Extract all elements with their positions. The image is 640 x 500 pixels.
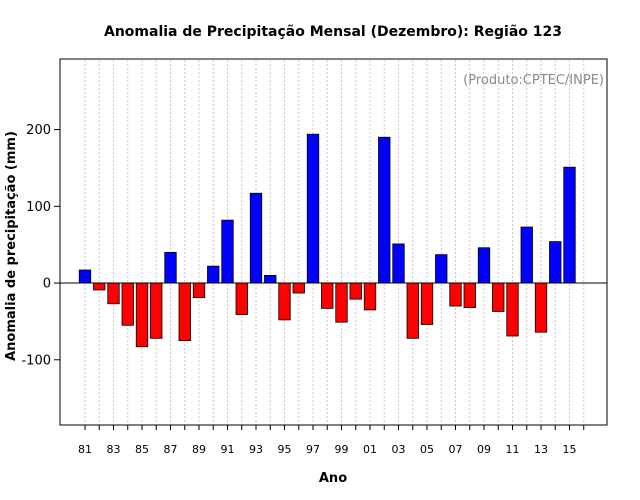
bar-03 bbox=[392, 243, 405, 284]
y-tick-label: 100 bbox=[26, 200, 51, 215]
bar-90 bbox=[207, 265, 220, 284]
bar-15 bbox=[563, 166, 576, 284]
bar-01 bbox=[363, 282, 377, 311]
bar-13 bbox=[534, 282, 548, 333]
x-axis: 81 83 85 87 89 91 93 95 97 99 01 03 05 07 09 11 13 15 bbox=[78, 425, 585, 456]
x-tick-label: 15 bbox=[563, 443, 577, 456]
bar-02 bbox=[378, 136, 391, 284]
bar-97 bbox=[306, 133, 320, 284]
bar-08 bbox=[463, 282, 476, 309]
x-tick-label: 91 bbox=[221, 443, 235, 456]
bar-82 bbox=[93, 282, 106, 291]
bar-84 bbox=[121, 282, 134, 326]
x-tick-label: 87 bbox=[164, 443, 178, 456]
bar-95 bbox=[278, 282, 291, 321]
bar-93 bbox=[249, 192, 263, 284]
bar-00 bbox=[349, 282, 362, 300]
x-tick-label: 97 bbox=[306, 443, 320, 456]
bar-06 bbox=[435, 254, 448, 284]
x-tick-label: 07 bbox=[449, 443, 463, 456]
x-tick-label: 89 bbox=[192, 443, 206, 456]
bar-04 bbox=[406, 282, 419, 339]
bar-89 bbox=[192, 282, 206, 299]
x-tick-label: 93 bbox=[249, 443, 263, 456]
bar-87 bbox=[164, 251, 177, 284]
bar-85 bbox=[135, 282, 149, 348]
bar-09 bbox=[477, 247, 491, 284]
y-axis: -100 0 100 200 bbox=[21, 123, 60, 368]
x-tick-label: 13 bbox=[534, 443, 548, 456]
bar-14 bbox=[549, 241, 562, 284]
x-tick-label: 01 bbox=[363, 443, 377, 456]
x-tick-label: 99 bbox=[335, 443, 349, 456]
plot-frame bbox=[59, 58, 608, 426]
bar-83 bbox=[107, 282, 120, 305]
bar-94 bbox=[264, 274, 277, 284]
bar-98 bbox=[321, 282, 334, 309]
y-tick-label: -100 bbox=[21, 353, 51, 368]
bar-05 bbox=[420, 282, 434, 325]
bar-96 bbox=[292, 282, 305, 294]
x-tick-label: 83 bbox=[107, 443, 121, 456]
x-axis-label: Ano bbox=[319, 471, 347, 486]
bar-07 bbox=[449, 282, 462, 307]
x-tick-label: 09 bbox=[477, 443, 491, 456]
bar-99 bbox=[335, 282, 348, 323]
x-tick-label: 05 bbox=[420, 443, 434, 456]
y-tick-label: 0 bbox=[43, 277, 51, 292]
credit-label: (Produto:CPTEC/INPE) bbox=[463, 73, 604, 88]
bar-11 bbox=[506, 282, 519, 337]
x-tick-label: 11 bbox=[506, 443, 520, 456]
x-tick-label: 81 bbox=[78, 443, 92, 456]
bar-91 bbox=[221, 219, 234, 284]
bar-81 bbox=[78, 269, 92, 284]
y-axis-label: Anomalia de precipitação (mm) bbox=[4, 131, 19, 361]
bar-12 bbox=[520, 226, 533, 284]
bar-92 bbox=[235, 282, 248, 315]
bar-86 bbox=[150, 282, 163, 339]
grid bbox=[84, 60, 585, 424]
x-tick-label: 03 bbox=[392, 443, 406, 456]
bars bbox=[78, 133, 576, 348]
bar-88 bbox=[178, 282, 191, 341]
y-tick-label: 200 bbox=[26, 123, 51, 138]
x-tick-label: 85 bbox=[135, 443, 149, 456]
x-tick-label: 95 bbox=[278, 443, 292, 456]
chart-title: Anomalia de Precipitação Mensal (Dezembr… bbox=[104, 24, 562, 40]
bar-10 bbox=[492, 282, 505, 312]
